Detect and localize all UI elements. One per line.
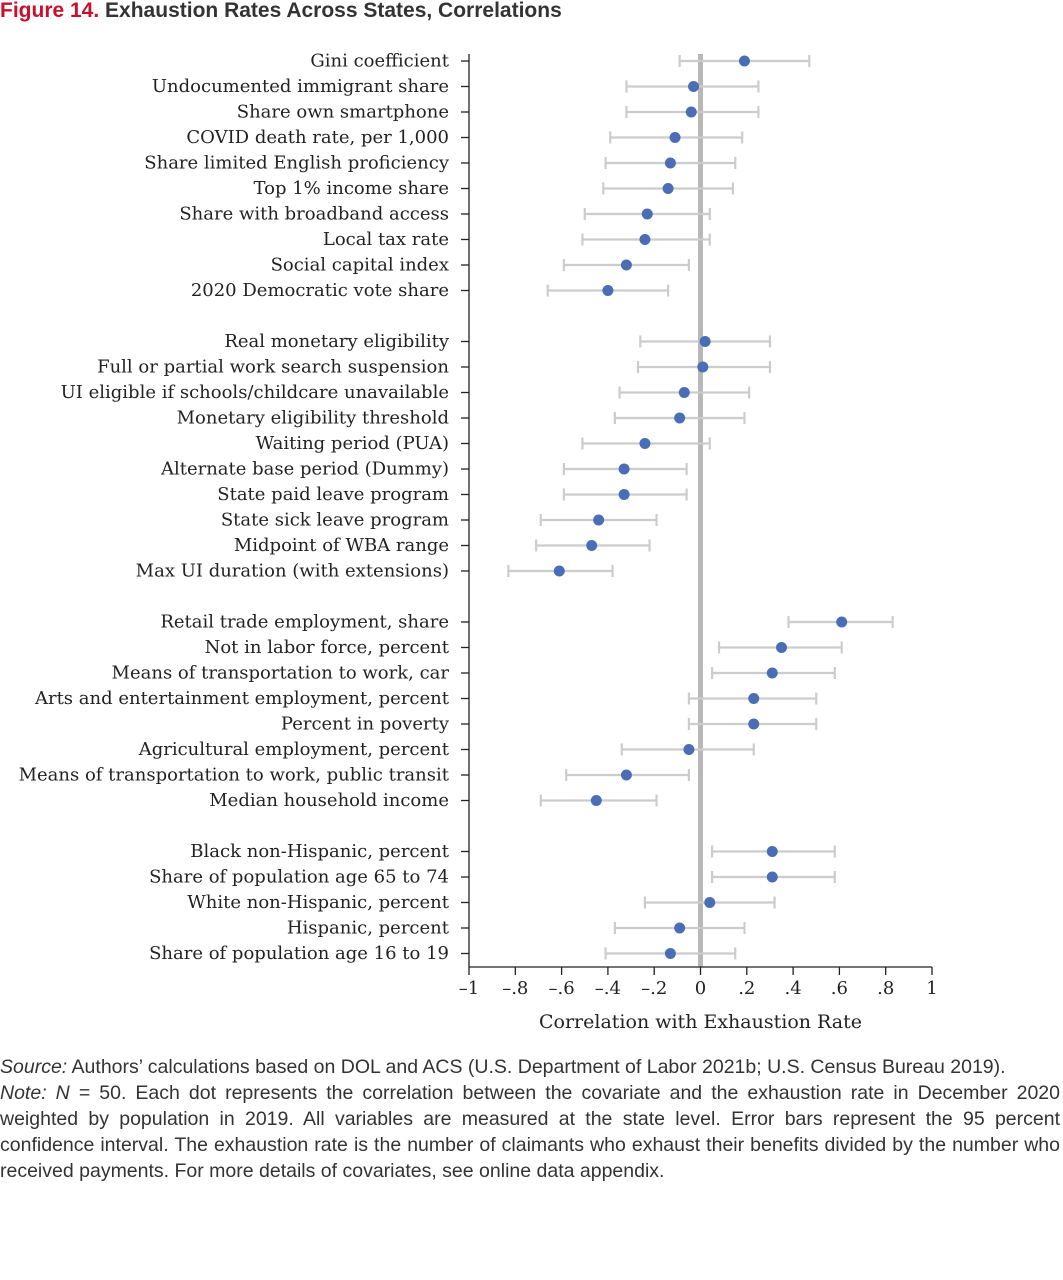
data-point [620,259,632,271]
source-label: Source: [0,1056,68,1078]
data-point [678,387,690,398]
y-tick-label: Share of population age 16 to 19 [149,943,449,964]
data-point [674,412,686,424]
y-tick-label: Midpoint of WBA range [234,535,449,556]
y-tick-label: Social capital index [271,255,449,276]
figure-number: Figure 14. [0,0,100,22]
y-tick-label: Black non-Hispanic, percent [190,841,449,862]
x-tick-label: .6 [831,978,848,999]
data-point [685,106,697,118]
y-tick-label: Median household income [209,790,449,811]
data-point [664,948,676,959]
data-point [593,514,605,526]
figure-title: Figure 14. Exhaustion Rates Across State… [0,0,562,22]
y-tick-label: Undocumented immigrant share [152,76,449,97]
data-point [683,744,695,755]
data-point [697,361,709,373]
data-point [748,718,760,730]
x-axis-title: Correlation with Exhaustion Rate [539,1011,862,1033]
note-n-symbol: N [55,1082,70,1104]
data-point [662,183,674,194]
data-point [704,897,716,908]
y-tick-label: Share with broadband access [179,204,449,225]
data-point [836,616,848,628]
x-tick-label: 1 [926,978,937,999]
y-tick-label: Real monetary eligibility [224,331,449,352]
data-point [602,285,614,296]
y-tick-label: State paid leave program [217,484,449,505]
x-tick-label: –1 [459,978,479,999]
x-axis: –1 –.8 –.6 –.4 –.2 0 .2 .4 .6 .8 1 [459,966,938,999]
y-tick-label: Max UI duration (with extensions) [136,561,449,582]
source-text: Authors’ calculations based on DOL and A… [67,1056,1006,1078]
data-point [553,565,565,577]
y-tick-label: Arts and entertainment employment, perce… [34,688,450,709]
y-tick-label: Monetary eligibility threshold [177,408,449,429]
data-point [664,157,676,169]
data-point [620,769,632,781]
correlation-dot-chart: Gini coefficient Undocumented immigrant s… [19,51,938,1034]
data-point [776,642,788,653]
x-tick-label: .4 [785,978,802,999]
y-axis: Gini coefficient Undocumented immigrant s… [19,51,470,967]
y-tick-label: White non-Hispanic, percent [187,892,449,913]
data-point [766,667,778,679]
data-point [748,693,760,704]
y-tick-label: Means of transportation to work, car [112,663,450,684]
y-tick-label: State sick leave program [221,510,449,531]
data-point [639,234,651,245]
data-point [618,489,630,500]
note-label: Note: [0,1082,47,1104]
data-point [738,55,750,67]
y-tick-label: Alternate base period (Dummy) [160,459,449,480]
y-tick-label: UI eligible if schools/childcare unavail… [61,382,449,403]
y-tick-label: Share limited English proficiency [144,153,450,174]
points-layer [553,55,848,959]
data-point [639,438,651,449]
note-text: = 50. Each dot represents the correlatio… [0,1082,1060,1182]
data-point [674,922,686,934]
figure-title-text: Exhaustion Rates Across States, Correlat… [105,0,562,22]
x-tick-label: –.6 [549,978,575,999]
y-tick-label: Local tax rate [323,229,449,250]
method-note: Note: N = 50. Each dot represents the co… [0,1080,1060,1184]
x-tick-label: .8 [877,978,894,999]
y-tick-label: Waiting period (PUA) [256,433,449,454]
y-tick-label: Share own smartphone [237,102,449,123]
data-point [669,132,681,143]
y-tick-label: Retail trade employment, share [160,612,449,633]
source-note: Source: Authors’ calculations based on D… [0,1054,1060,1080]
data-point [641,208,653,220]
data-point [766,846,778,857]
y-tick-label: Agricultural employment, percent [138,739,450,760]
y-tick-label: Hispanic, percent [287,918,450,939]
x-tick-label: .2 [738,978,755,999]
y-tick-label: Percent in poverty [281,714,450,735]
y-tick-label: Not in labor force, percent [205,637,450,658]
data-point [586,540,598,551]
data-point [699,336,711,347]
y-tick-label: Share of population age 65 to 74 [149,867,449,888]
x-tick-label: 0 [695,978,706,999]
data-point [688,81,700,92]
data-point [590,795,602,806]
y-tick-label: Gini coefficient [310,51,449,72]
data-point [766,871,778,883]
data-point [618,463,630,475]
y-tick-label: 2020 Democratic vote share [191,280,449,301]
y-tick-label: Top 1% income share [254,178,450,199]
y-tick-label: Means of transportation to work, public … [19,765,450,786]
x-tick-label: –.4 [595,978,621,999]
x-tick-label: –.8 [502,978,528,999]
figure-notes: Source: Authors’ calculations based on D… [0,1054,1060,1184]
y-tick-label: COVID death rate, per 1,000 [186,127,449,148]
y-tick-label: Full or partial work search suspension [97,357,449,378]
x-tick-label: –.2 [641,978,667,999]
